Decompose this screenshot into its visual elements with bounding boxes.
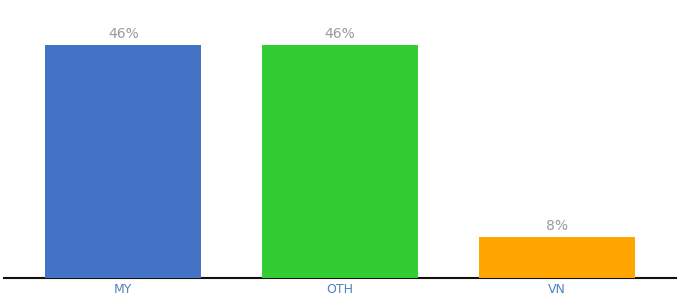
Text: 46%: 46% <box>324 27 356 41</box>
Text: 8%: 8% <box>545 219 568 233</box>
Bar <box>479 237 634 278</box>
Bar <box>262 45 418 278</box>
Text: 46%: 46% <box>108 27 139 41</box>
Bar <box>46 45 201 278</box>
